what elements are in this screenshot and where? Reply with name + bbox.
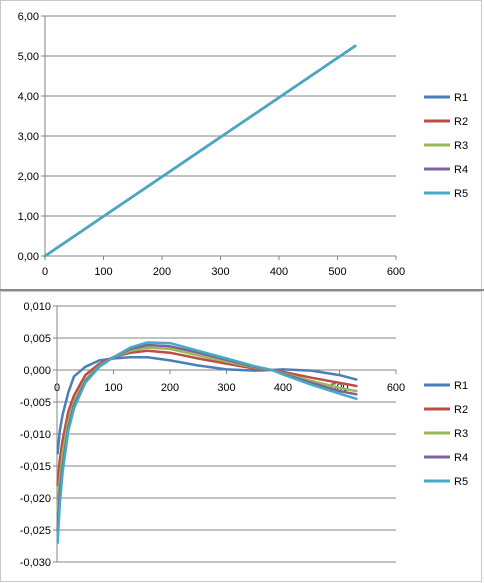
top-legend-label-r1: R1 <box>454 92 468 104</box>
bottom-y-tick-label: -0,030 <box>20 557 51 569</box>
bottom-legend-label-r2: R2 <box>454 404 468 416</box>
top-series-line-r5 <box>43 44 357 258</box>
bottom-x-tick-label: 400 <box>274 382 292 394</box>
top-x-tick-label: 600 <box>387 266 405 278</box>
top-legend-label-r4: R4 <box>454 164 468 176</box>
top-x-tick-label: 300 <box>211 266 229 278</box>
top-y-tick-label: 6,00 <box>18 11 39 23</box>
top-legend-label-r5: R5 <box>454 188 468 200</box>
bottom-y-tick-label: 0,000 <box>23 365 51 377</box>
top-x-tick-label: 400 <box>270 266 288 278</box>
top-legend-label-r2: R2 <box>454 116 468 128</box>
top-legend-label-r3: R3 <box>454 140 468 152</box>
top-x-tick-label: 0 <box>42 266 48 278</box>
top-chart-area <box>0 0 482 290</box>
bottom-y-tick-label: -0,025 <box>20 525 51 537</box>
chart-bottom: -0,030 -0,025 -0,020 -0,015 -0,010 -0,005 0,00… <box>20 301 468 569</box>
top-y-tick-label: 1,00 <box>18 211 39 223</box>
chart-top: 0,00 1,00 2,00 3,00 4,00 5,00 6,00 0 100 200 300 40… <box>18 11 468 278</box>
bottom-y-tick-label: -0,020 <box>20 493 51 505</box>
top-y-tick-label: 2,00 <box>18 171 39 183</box>
top-x-tick-label: 200 <box>153 266 171 278</box>
bottom-y-tick-label: 0,010 <box>23 301 51 313</box>
bottom-y-tick-label: 0,005 <box>23 333 51 345</box>
top-y-tick-label: 4,00 <box>18 91 39 103</box>
top-x-tick-label: 500 <box>328 266 346 278</box>
top-y-tick-label: 3,00 <box>18 131 39 143</box>
bottom-y-tick-label: -0,010 <box>20 429 51 441</box>
bottom-series-line-r5 <box>56 341 358 545</box>
bottom-chart-area <box>0 291 482 582</box>
top-y-tick-label: 0,00 <box>18 251 39 263</box>
bottom-series-line-r1 <box>56 355 358 455</box>
top-x-tick-label: 100 <box>94 266 112 278</box>
bottom-y-tick-label: -0,005 <box>20 397 51 409</box>
bottom-legend-label-r3: R3 <box>454 428 468 440</box>
bottom-y-tick-label: -0,015 <box>20 461 51 473</box>
bottom-series-line-r2 <box>56 349 358 487</box>
bottom-x-tick-label: 0 <box>54 382 60 394</box>
bottom-legend-label-r5: R5 <box>454 476 468 488</box>
bottom-x-tick-label: 600 <box>387 382 405 394</box>
bottom-x-tick-label: 300 <box>217 382 235 394</box>
top-y-tick-label: 5,00 <box>18 51 39 63</box>
bottom-x-tick-label: 100 <box>104 382 122 394</box>
bottom-legend-label-r1: R1 <box>454 380 468 392</box>
bottom-legend-label-r4: R4 <box>454 452 468 464</box>
bottom-x-tick-label: 200 <box>161 382 179 394</box>
